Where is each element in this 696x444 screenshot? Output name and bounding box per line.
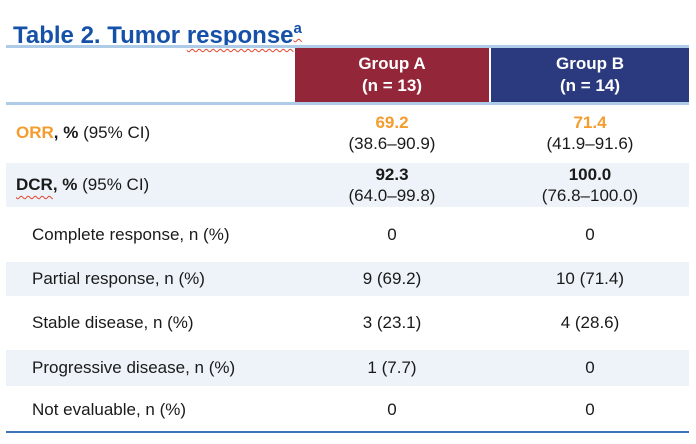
row-label-bold: , % — [52, 175, 78, 194]
table-row-dcr: DCR, % (95% CI) 92.3 (64.0–99.8) 100.0 (… — [6, 160, 689, 210]
row-label: DCR, % (95% CI) — [6, 175, 295, 195]
group-a-cell: 1 (7.7) — [367, 358, 417, 377]
table-bottom-rule — [6, 431, 689, 433]
tumor-response-table: Group A (n = 13) Group B (n = 14) ORR, %… — [6, 45, 689, 433]
title-footnote-marker: a — [293, 20, 302, 38]
dcr-ci-b: (76.8–100.0) — [541, 186, 639, 205]
group-a-name: Group A — [358, 54, 426, 73]
orr-value-a: 69.2 — [375, 112, 409, 132]
group-a-cell: 92.3 (64.0–99.8) — [295, 164, 489, 206]
header-cell-group-a: Group A (n = 13) — [295, 48, 489, 102]
group-a-n: (n = 13) — [362, 76, 422, 95]
table-top-rule — [6, 45, 689, 48]
row-label: Complete response, n (%) — [32, 224, 230, 244]
group-b-cell: 0 — [585, 400, 595, 419]
row-label: ORR, % (95% CI) — [6, 123, 295, 143]
row-label-rest: (95% CI) — [77, 175, 150, 194]
table-row-stable-disease: Stable disease, n (%) 3 (23.1) 4 (28.6) — [6, 299, 689, 347]
table-row-progressive-disease: Progressive disease, n (%) 1 (7.7) 0 — [6, 347, 689, 389]
title-flagged-word: response — [186, 22, 294, 50]
group-b-cell: 0 — [585, 224, 595, 244]
header-bottom-rule — [6, 102, 689, 105]
page-title: Table 2. Tumor responsea — [13, 20, 302, 50]
group-b-cell: 10 (71.4) — [555, 269, 625, 288]
dcr-value-b: 100.0 — [568, 165, 612, 184]
row-label: Not evaluable, n (%) — [32, 400, 187, 419]
table-row-orr: ORR, % (95% CI) 69.2 (38.6–90.9) 71.4 (4… — [6, 105, 689, 160]
header-empty-cell — [6, 48, 295, 102]
row-label-rest: (95% CI) — [78, 122, 151, 142]
group-b-cell: 71.4 (41.9–91.6) — [491, 112, 689, 154]
row-label: Progressive disease, n (%) — [32, 358, 236, 377]
group-b-cell: 0 — [585, 358, 595, 377]
row-label-bold: , % — [53, 122, 79, 142]
orr-value-b: 71.4 — [573, 112, 607, 132]
group-b-cell: 100.0 (76.8–100.0) — [491, 164, 689, 206]
table-header-row: Group A (n = 13) Group B (n = 14) — [6, 48, 689, 102]
group-b-name: Group B — [556, 54, 624, 73]
dcr-value-a: 92.3 — [375, 165, 409, 184]
table-row-partial-response: Partial response, n (%) 9 (69.2) 10 (71.… — [6, 259, 689, 299]
dcr-ci-a: (64.0–99.8) — [348, 186, 436, 205]
orr-abbrev: ORR — [16, 122, 54, 142]
group-a-cell: 9 (69.2) — [362, 269, 422, 288]
header-cell-group-b: Group B (n = 14) — [491, 48, 689, 102]
group-b-n: (n = 14) — [560, 76, 620, 95]
orr-ci-a: (38.6–90.9) — [348, 133, 436, 153]
table-row-complete-response: Complete response, n (%) 0 0 — [6, 210, 689, 259]
title-prefix: Table 2. Tumor — [13, 22, 187, 50]
orr-ci-b: (41.9–91.6) — [546, 133, 634, 153]
group-a-cell: 3 (23.1) — [362, 313, 422, 332]
group-b-cell: 4 (28.6) — [560, 313, 620, 332]
row-label: Stable disease, n (%) — [32, 313, 194, 332]
dcr-abbrev: DCR — [16, 175, 53, 194]
group-a-cell: 0 — [387, 400, 397, 419]
group-a-cell: 0 — [387, 224, 397, 244]
group-a-cell: 69.2 (38.6–90.9) — [295, 112, 489, 154]
row-label: Partial response, n (%) — [32, 269, 205, 288]
table-row-not-evaluable: Not evaluable, n (%) 0 0 — [6, 389, 689, 431]
